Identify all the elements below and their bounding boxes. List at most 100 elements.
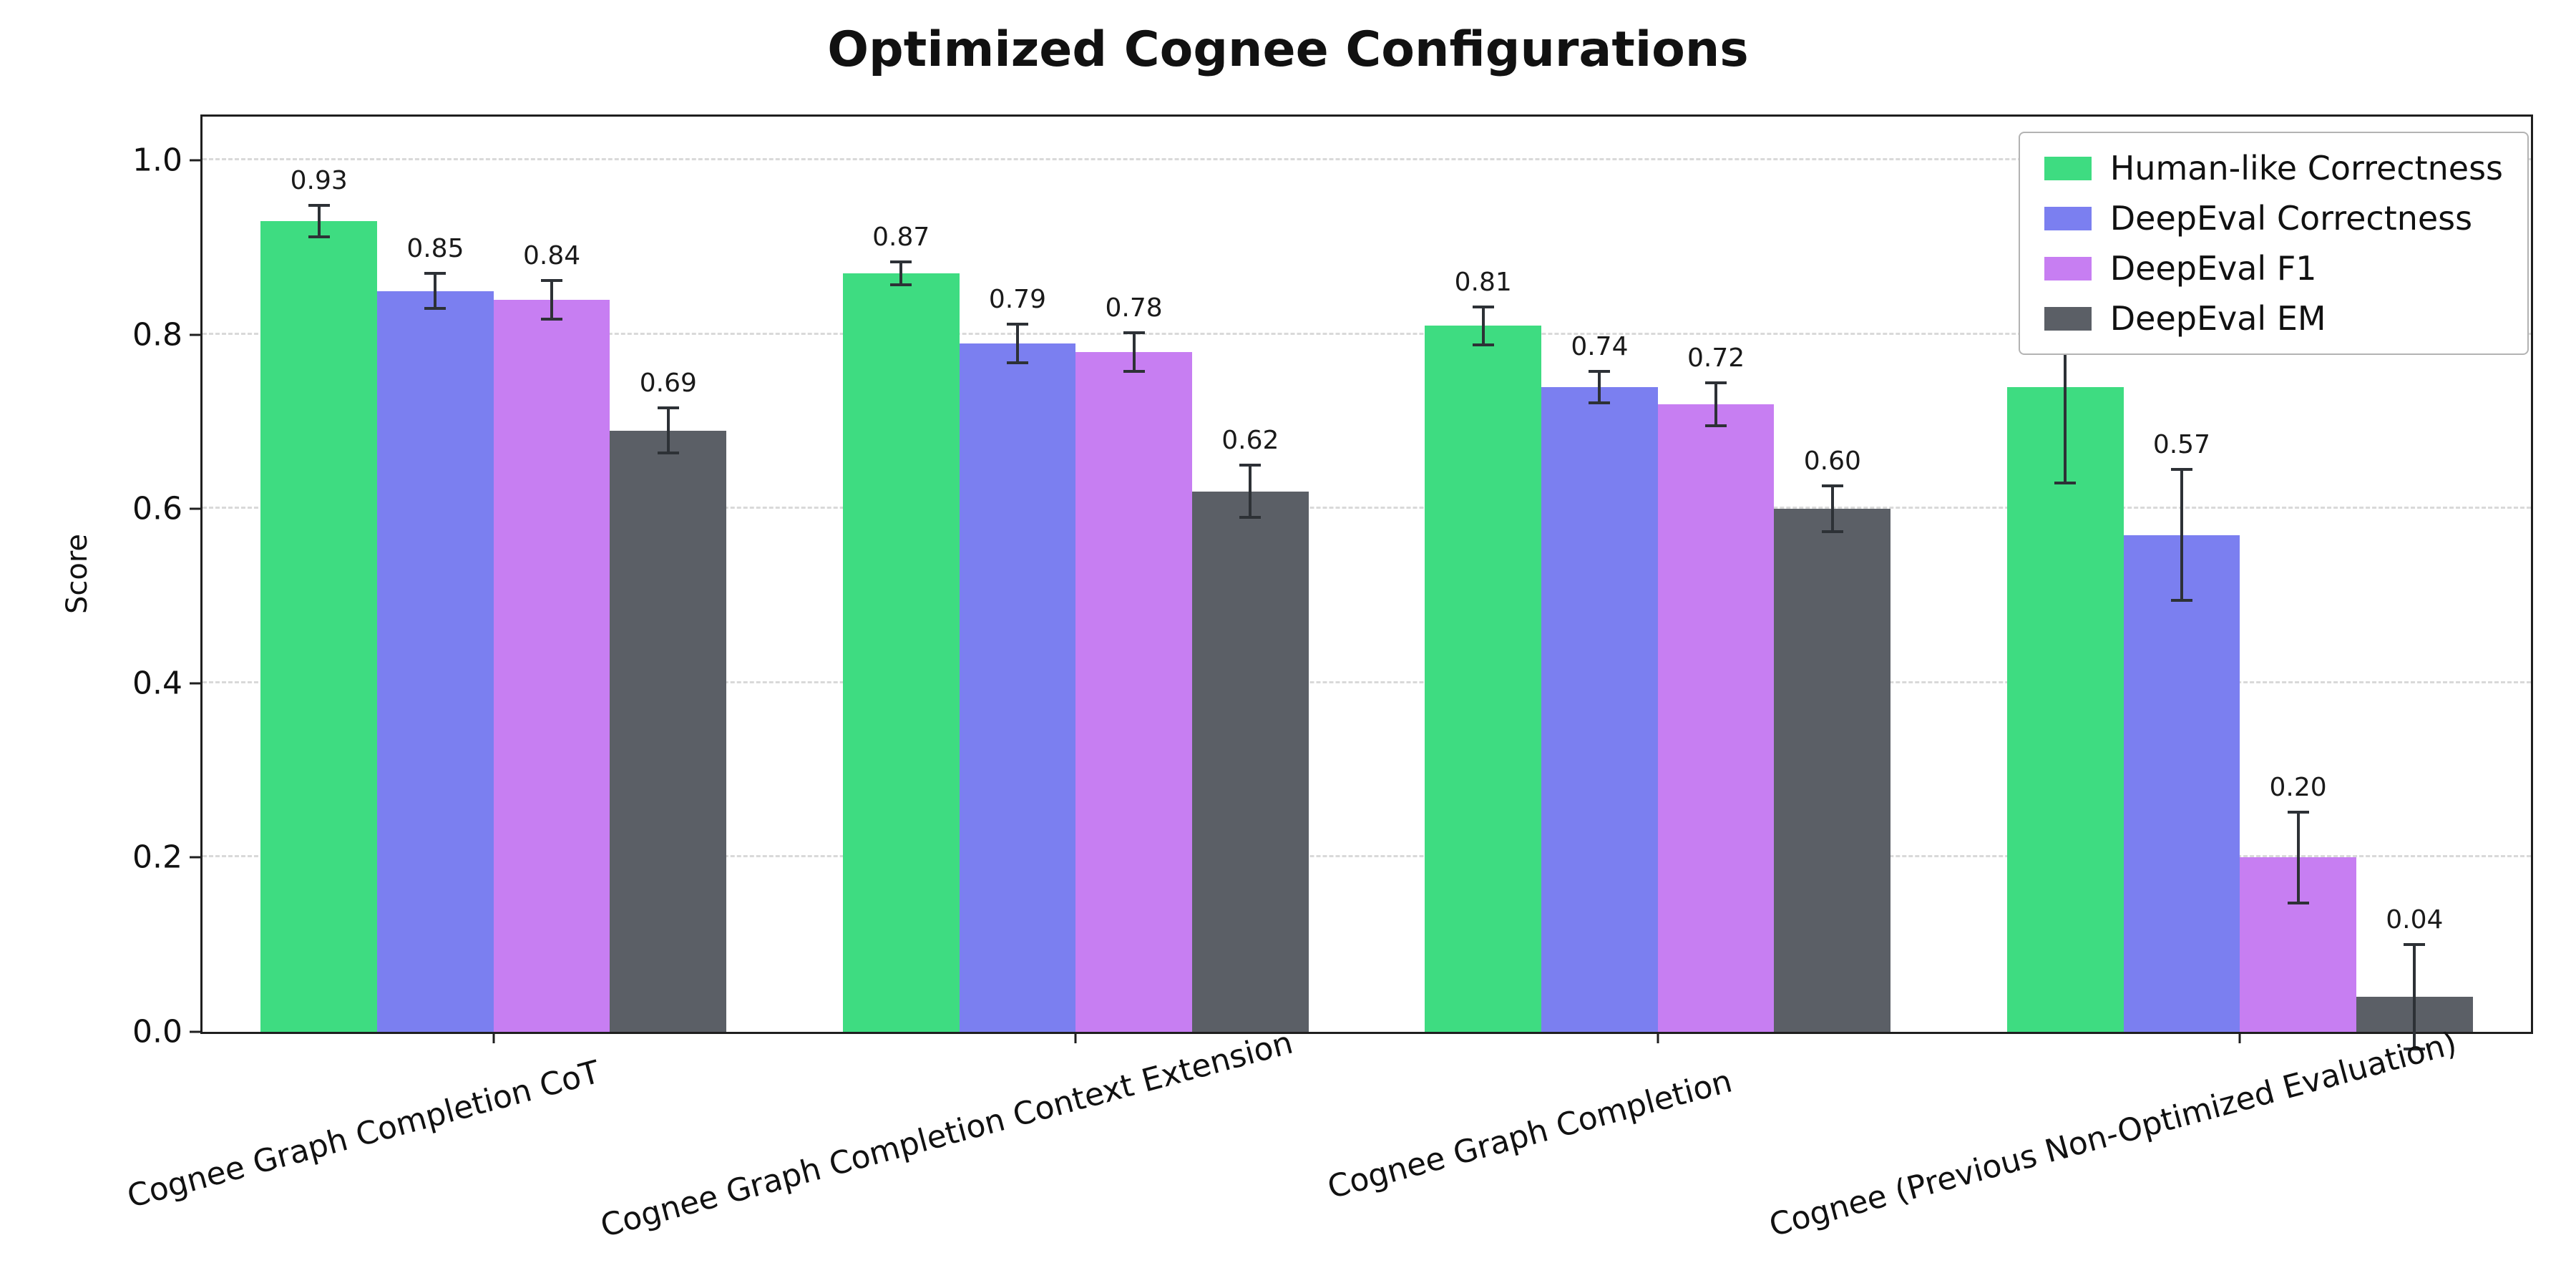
legend-label: DeepEval EM <box>2109 299 2326 338</box>
error-bar-cap-top <box>1821 484 1843 488</box>
error-bar-cap-bottom <box>2170 599 2192 602</box>
error-bar-cap-top <box>1705 381 1727 384</box>
error-bar-cap-bottom <box>424 306 447 310</box>
bar-deepeval-f1 <box>1657 404 1775 1032</box>
error-bar-cap-top <box>890 260 912 264</box>
bar-slot: 0.85 <box>377 117 494 1032</box>
bar-deepeval-em <box>1191 491 1309 1032</box>
error-bar-cap-bottom <box>890 283 912 287</box>
error-bar-cap-bottom <box>1821 530 1843 533</box>
bar-value-label: 0.78 <box>1105 293 1163 323</box>
error-bar-line <box>1830 486 1834 532</box>
bar-value-label: 0.72 <box>1687 343 1745 373</box>
bar-slot: 0.79 <box>959 117 1076 1032</box>
error-bar-line <box>899 262 903 286</box>
x-tick-mark <box>492 1032 495 1043</box>
error-bar-cap-bottom <box>2404 1048 2426 1051</box>
bar-slot: 0.78 <box>1075 117 1192 1032</box>
bar-slot: 0.74 <box>2006 117 2124 1032</box>
error-bar-line <box>1714 382 1718 426</box>
y-tick-label: 0.6 <box>132 490 182 527</box>
error-bar-line <box>2413 945 2416 1050</box>
error-bar-cap-top <box>1239 464 1262 467</box>
error-bar-line <box>1249 465 1252 518</box>
error-bar-cap-top <box>308 204 330 208</box>
y-tick-mark <box>190 507 203 510</box>
y-tick-label: 0.8 <box>132 316 182 353</box>
category-group: 0.87 0.79 0.78 0.62 <box>785 117 1367 1032</box>
bar-value-label: 0.85 <box>406 234 464 264</box>
error-bar-cap-bottom <box>308 235 330 239</box>
bar-groups: 0.93 0.85 0.84 0.69 0.87 0.79 0.78 0.62 0.81 0.74… <box>203 117 2531 1051</box>
legend-item-deepeval-correctness: DeepEval Correctness <box>2044 199 2503 238</box>
x-tick-mark <box>1657 1032 1659 1043</box>
gridline <box>203 680 2531 683</box>
error-bar-cap-bottom <box>1705 424 1727 428</box>
y-tick-label: 1.0 <box>132 142 182 179</box>
gridline <box>203 507 2531 509</box>
legend-label: DeepEval F1 <box>2109 249 2317 288</box>
error-bar-cap-top <box>657 406 679 409</box>
category-bars: 0.87 0.79 0.78 0.62 <box>842 117 1309 1032</box>
error-bar-cap-bottom <box>1239 516 1262 519</box>
x-axis-labels: Cognee Graph Completion CoT Cognee Graph … <box>124 1025 2533 1279</box>
chart-title: Optimized Cognee Configurations <box>827 21 1749 78</box>
error-bar-line <box>434 273 437 308</box>
y-tick-label: 0.2 <box>132 839 182 876</box>
error-bar-cap-bottom <box>1472 343 1494 347</box>
bar-value-label: 0.74 <box>1571 331 1629 361</box>
bar-slot: 0.81 <box>1425 117 1542 1032</box>
bar-value-label: 0.20 <box>2269 773 2327 803</box>
legend-label: DeepEval Correctness <box>2109 199 2473 238</box>
error-bar-line <box>1481 306 1485 346</box>
legend-swatch-deepeval-em <box>2044 306 2092 331</box>
x-tick-mark <box>2238 1032 2241 1043</box>
x-tick-label: Cognee Graph Completion Context Extensio… <box>597 1024 1297 1245</box>
bar-human-like-correctness <box>842 273 960 1032</box>
y-tick-mark <box>190 1030 203 1033</box>
bar-value-label: 0.60 <box>1803 447 1861 477</box>
error-bar-line <box>2064 291 2067 483</box>
x-tick-label: Cognee (Previous Non-Optimized Evaluatio… <box>1765 1025 2461 1244</box>
bar-deepeval-correctness <box>377 291 494 1032</box>
bar-slot: 0.62 <box>1191 117 1309 1032</box>
error-bar-line <box>2180 469 2183 601</box>
bar-deepeval-f1 <box>1075 351 1192 1032</box>
error-bar-line <box>1132 333 1136 371</box>
bar-deepeval-f1 <box>493 299 610 1032</box>
y-tick-mark <box>190 159 203 162</box>
error-bar-cap-top <box>2170 468 2192 472</box>
bar-deepeval-em <box>610 430 727 1032</box>
bar-value-label: 0.62 <box>1221 426 1279 456</box>
category-group: 0.93 0.85 0.84 0.69 <box>203 117 785 1032</box>
bar-value-label: 0.93 <box>290 166 348 196</box>
legend: Human-like Correctness DeepEval Correctne… <box>2018 132 2529 355</box>
bar-value-label: 0.79 <box>988 284 1046 314</box>
error-bar-cap-bottom <box>657 452 679 455</box>
error-bar-cap-top <box>2404 943 2426 947</box>
bar-slot: 0.60 <box>1774 117 1891 1032</box>
bar-slot: 0.87 <box>842 117 960 1032</box>
bar-value-label: 0.87 <box>872 223 930 253</box>
bar-slot: 0.72 <box>1657 117 1775 1032</box>
legend-item-deepeval-em: DeepEval EM <box>2044 299 2503 338</box>
bar-human-like-correctness <box>2006 386 2124 1032</box>
error-bar-cap-top <box>1472 305 1494 308</box>
x-tick-mark <box>1074 1032 1077 1043</box>
error-bar-cap-top <box>2287 811 2309 814</box>
x-tick-label: Cognee Graph Completion <box>1324 1063 1737 1206</box>
error-bar-cap-top <box>1123 331 1145 335</box>
category-bars: 0.74 0.57 0.20 0.04 <box>2006 117 2473 1051</box>
error-bar-line <box>2296 812 2300 903</box>
bar-deepeval-em <box>1774 509 1891 1032</box>
bar-slot: 0.74 <box>1541 117 1658 1032</box>
bar-slot: 0.69 <box>610 117 727 1032</box>
bar-human-like-correctness <box>1425 326 1542 1032</box>
bar-slot: 0.57 <box>2123 117 2240 1032</box>
error-bar-line <box>666 407 670 454</box>
error-bar-cap-bottom <box>2287 901 2309 904</box>
legend-swatch-deepeval-correctness <box>2044 206 2092 230</box>
category-bars: 0.93 0.85 0.84 0.69 <box>260 117 727 1032</box>
error-bar-cap-bottom <box>1589 401 1611 404</box>
